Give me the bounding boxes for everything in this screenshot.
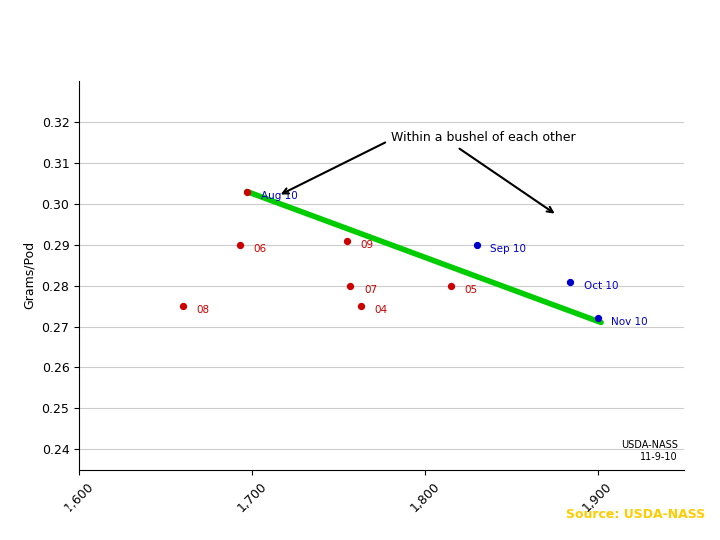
Point: [234, 240, 246, 249]
Text: 09: 09: [361, 240, 374, 249]
Text: 06: 06: [253, 244, 267, 254]
Point: [345, 281, 356, 290]
Text: Oct 10: Oct 10: [584, 281, 618, 291]
Point: [177, 302, 189, 310]
Text: 07: 07: [364, 285, 377, 295]
Text: Nov 10: Nov 10: [611, 318, 648, 327]
Text: IOWA STATE UNIVERSITY: IOWA STATE UNIVERSITY: [14, 503, 239, 517]
Point: [241, 187, 253, 196]
Text: Soybean Objective Yield Region: Soybean Objective Yield Region: [161, 19, 559, 40]
Text: 08: 08: [197, 305, 210, 315]
Text: Sep 10: Sep 10: [490, 244, 526, 254]
Text: Source: USDA-NASS: Source: USDA-NASS: [567, 508, 706, 521]
Y-axis label: Grams/Pod: Grams/Pod: [23, 241, 36, 309]
Text: 04: 04: [374, 305, 388, 315]
Text: Aug 10: Aug 10: [261, 191, 297, 200]
Text: USDA-NASS
11-9-10: USDA-NASS 11-9-10: [621, 441, 678, 462]
Point: [445, 281, 456, 290]
Point: [564, 277, 576, 286]
Point: [341, 237, 353, 245]
Text: Within a bushel of each other: Within a bushel of each other: [391, 131, 575, 144]
Text: Derived Pod Weight vs Pod Count: Derived Pod Weight vs Pod Count: [190, 42, 530, 60]
Text: 05: 05: [464, 285, 477, 295]
Point: [592, 314, 603, 323]
Point: [471, 240, 482, 249]
Point: [355, 302, 366, 310]
Text: University Extension/Department of Economics: University Extension/Department of Econo…: [14, 523, 282, 533]
